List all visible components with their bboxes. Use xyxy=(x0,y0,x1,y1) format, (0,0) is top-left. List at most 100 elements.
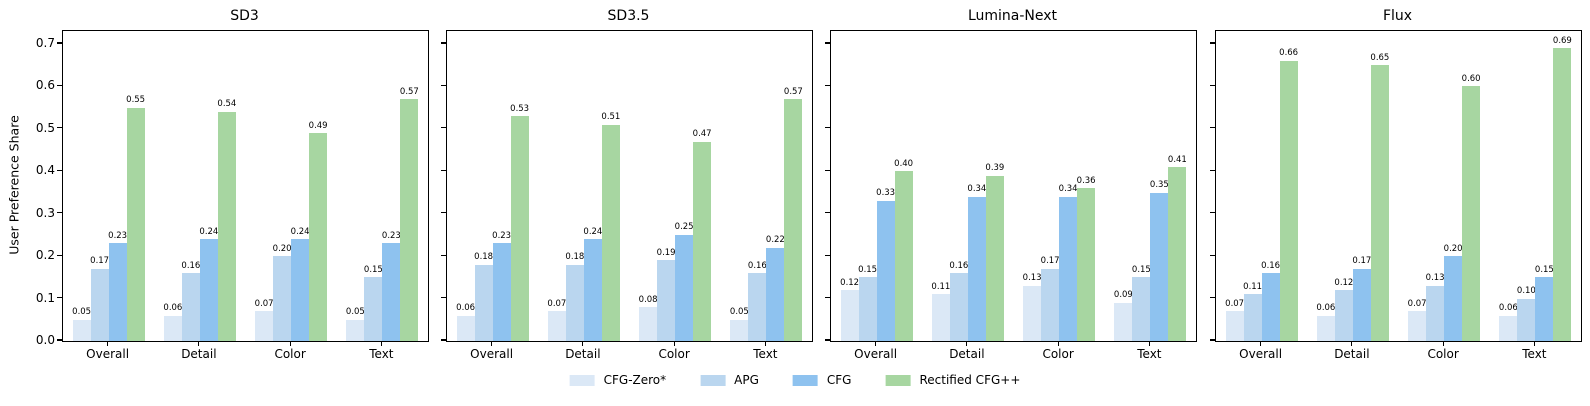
bar-value-label: 0.34 xyxy=(1058,184,1078,195)
bar-apg xyxy=(181,273,200,341)
x-tick-mark xyxy=(1533,341,1535,346)
bar-value-label: 0.53 xyxy=(510,103,530,114)
bar-cfg-zero xyxy=(1408,311,1427,341)
bar-value-label: 0.23 xyxy=(492,230,512,241)
bar-value-label: 0.24 xyxy=(199,226,219,237)
y-tick-mark xyxy=(1210,127,1215,129)
bar-value-label: 0.16 xyxy=(949,260,969,271)
bar-value-label: 0.24 xyxy=(290,226,310,237)
y-tick-mark xyxy=(57,42,62,44)
bar-cfg xyxy=(1352,268,1371,341)
bar-cfg xyxy=(766,247,785,341)
bar-value-label: 0.35 xyxy=(1149,180,1169,190)
bar-rectified-cfg xyxy=(601,124,620,341)
x-tick-label: Detail xyxy=(1334,347,1370,361)
bar-cfg-zero xyxy=(255,311,274,341)
bar-rectified-cfg xyxy=(784,99,803,341)
x-tick-mark xyxy=(1057,341,1059,346)
bar-apg xyxy=(273,256,292,341)
x-tick-mark xyxy=(289,341,291,346)
bar-apg xyxy=(1517,298,1536,341)
x-tick-label: Detail xyxy=(181,347,217,361)
plot-area: 0.05 0.17 0.23 0.55 0.06 0.16 0.24 0.54 0.07 0.20… xyxy=(62,30,429,342)
bar-value-label: 0.08 xyxy=(638,294,658,305)
y-tick-mark xyxy=(1210,169,1215,171)
y-tick-mark xyxy=(1210,42,1215,44)
bar-cfg-zero xyxy=(1225,311,1244,341)
x-tick-mark xyxy=(764,341,766,346)
bar-value-label: 0.55 xyxy=(126,95,146,106)
bar-apg xyxy=(1426,285,1445,341)
y-tick-label: 0.3 xyxy=(35,205,55,220)
bar-value-label: 0.40 xyxy=(894,158,914,169)
bar-cfg xyxy=(967,196,986,341)
bar-cfg xyxy=(291,239,310,341)
bar-value-label: 0.06 xyxy=(163,303,183,314)
bar-value-label: 0.11 xyxy=(931,281,951,292)
bar-cfg-zero xyxy=(547,311,566,341)
bar-apg xyxy=(657,260,676,341)
legend: CFG-Zero* APG CFG Rectified CFG++ xyxy=(569,373,1020,387)
x-tick-mark xyxy=(1351,341,1353,346)
bar-value-label: 0.22 xyxy=(765,235,785,246)
x-tick-label: Overall xyxy=(1239,347,1283,361)
bar-value-label: 0.05 xyxy=(345,307,365,318)
bar-value-label: 0.13 xyxy=(1425,273,1445,284)
x-tick-label: Overall xyxy=(470,347,514,361)
x-tick-label: Text xyxy=(753,347,778,361)
bar-cfg xyxy=(876,200,895,341)
bar-value-label: 0.18 xyxy=(565,252,585,263)
y-tick-mark xyxy=(441,169,446,171)
bar-rectified-cfg xyxy=(510,116,529,341)
x-tick-mark xyxy=(673,341,675,346)
bar-rectified-cfg xyxy=(1168,167,1187,341)
legend-item: CFG-Zero* xyxy=(569,373,666,387)
bar-value-label: 0.18 xyxy=(474,252,494,263)
y-tick-mark xyxy=(441,42,446,44)
bar-cfg xyxy=(492,243,511,341)
bar-cfg-zero xyxy=(346,319,365,341)
bar-apg xyxy=(364,277,383,341)
subplot-title: SD3 xyxy=(230,8,259,24)
bar-cfg xyxy=(1444,256,1463,341)
bar-cfg xyxy=(1261,273,1280,341)
y-tick-mark xyxy=(57,169,62,171)
bar-cfg-zero xyxy=(840,290,859,341)
bar-value-label: 0.66 xyxy=(1279,48,1299,59)
bar-cfg-zero xyxy=(931,294,950,341)
y-tick-mark xyxy=(57,296,62,299)
y-tick-mark xyxy=(57,254,62,256)
bar-cfg xyxy=(1150,192,1169,341)
bar-value-label: 0.17 xyxy=(1040,256,1060,267)
y-tick-mark xyxy=(825,339,830,341)
bar-value-label: 0.69 xyxy=(1552,35,1572,46)
x-tick-mark xyxy=(1260,341,1262,346)
y-tick-label: 0.5 xyxy=(35,120,55,135)
y-tick-mark xyxy=(825,42,830,44)
bar-value-label: 0.23 xyxy=(381,230,401,241)
bar-value-label: 0.15 xyxy=(1131,264,1151,275)
x-tick-label: Color xyxy=(274,347,306,361)
x-tick-mark xyxy=(1148,341,1150,346)
bar-cfg xyxy=(1535,277,1554,341)
bar-apg xyxy=(858,277,877,341)
y-tick-mark xyxy=(441,339,446,341)
x-tick-mark xyxy=(491,341,493,346)
legend-item: Rectified CFG++ xyxy=(885,373,1020,387)
bar-rectified-cfg xyxy=(309,133,328,341)
legend-item: CFG xyxy=(792,373,852,387)
bar-cfg-zero xyxy=(1023,285,1042,341)
y-tick-mark xyxy=(1210,84,1215,86)
plot-area: 0.07 0.11 0.16 0.66 0.06 0.12 0.17 0.65 0.07 0.13… xyxy=(1215,30,1582,342)
bar-cfg-zero xyxy=(639,307,658,341)
legend-label: CFG xyxy=(826,373,852,387)
bar-value-label: 0.20 xyxy=(272,243,292,254)
legend-label: APG xyxy=(734,373,759,387)
y-tick-label: 0.1 xyxy=(35,290,55,305)
y-tick-mark xyxy=(57,339,62,341)
bar-value-label: 0.07 xyxy=(1225,298,1245,309)
bar-rectified-cfg xyxy=(217,111,236,341)
bar-value-label: 0.17 xyxy=(90,256,110,267)
bar-rectified-cfg xyxy=(1553,48,1572,341)
bar-value-label: 0.05 xyxy=(729,307,749,318)
